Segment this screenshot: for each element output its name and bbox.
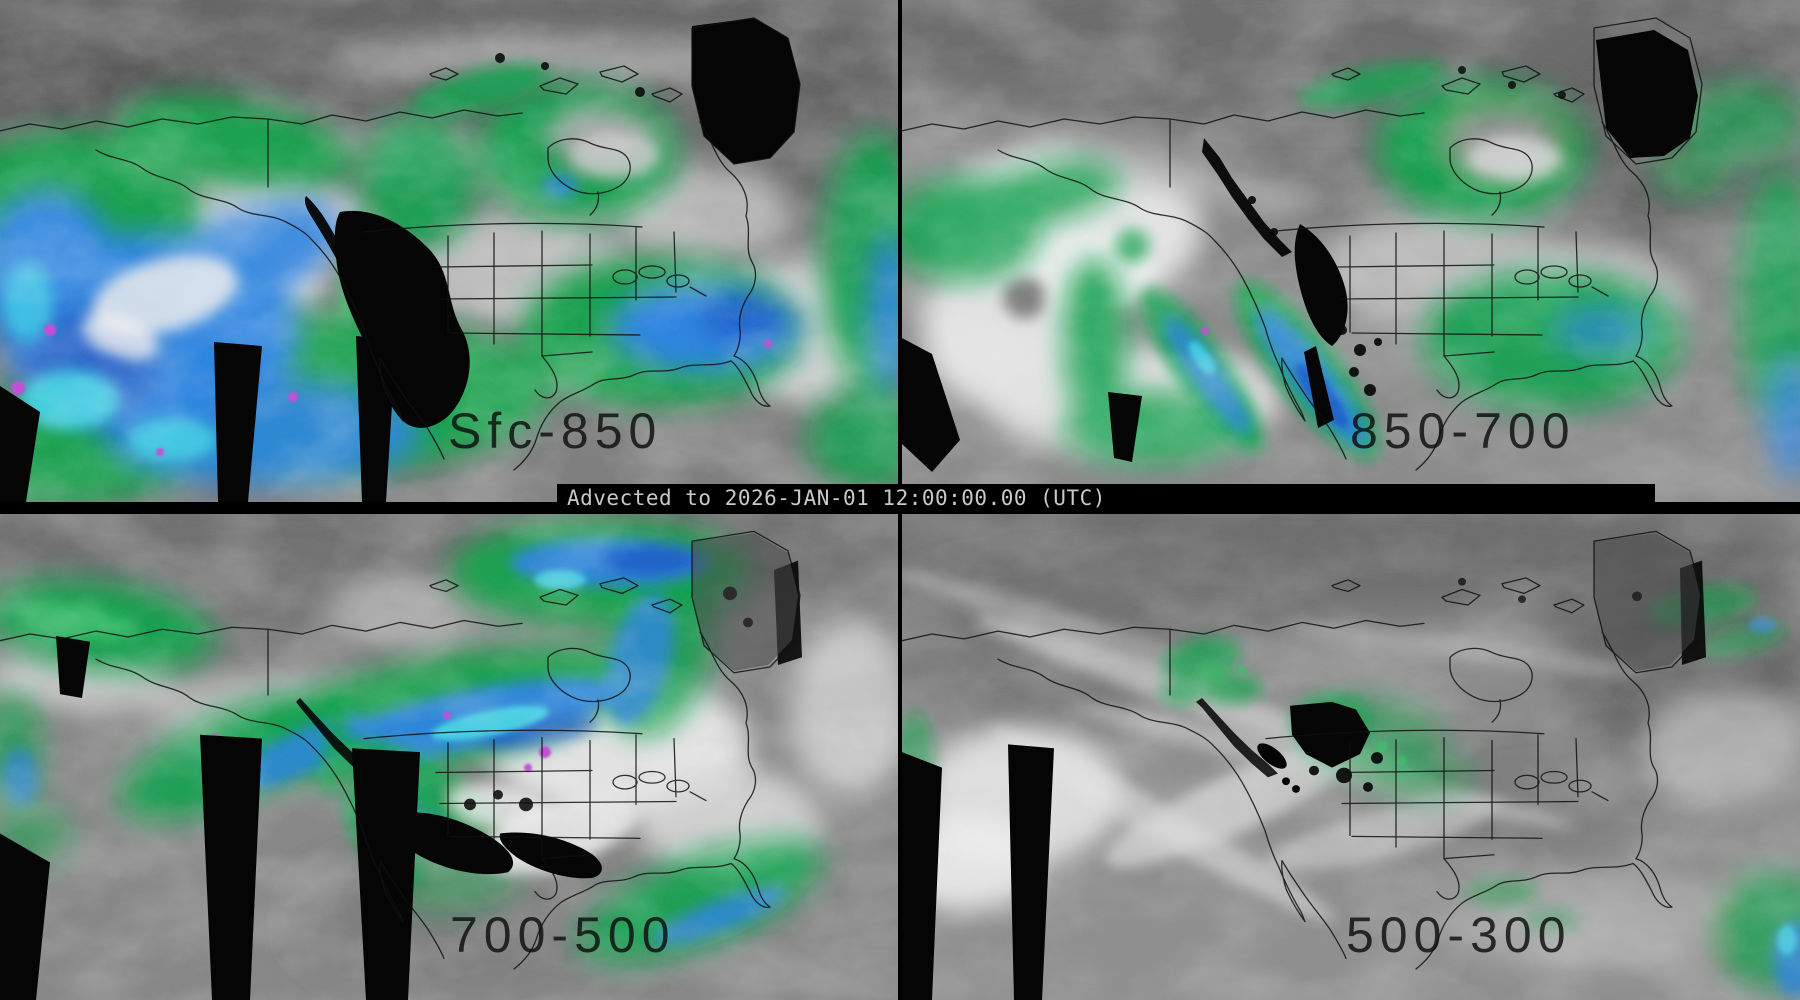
satellite-moisture-map-sfc-850 <box>0 0 898 502</box>
moisture-magenta-specks <box>1201 327 1209 335</box>
panel-700-500: 700-500 <box>0 514 898 1000</box>
terrain-and-data-gaps <box>0 18 800 502</box>
satellite-moisture-map-500-300 <box>902 514 1800 1000</box>
terrain-and-data-gaps <box>902 560 1706 1000</box>
greenland-shade <box>692 533 798 671</box>
panel-sfc-850: Sfc-850 <box>0 0 898 502</box>
greenland-shade <box>1594 533 1700 671</box>
panel-label-850-700: 850-700 <box>1350 403 1576 459</box>
panel-label-500-300: 500-300 <box>1346 907 1572 963</box>
terrain-and-data-gaps <box>902 30 1698 472</box>
timestamp-text: Advected to 2026-JAN-01 12:00:00.00 (UTC… <box>567 486 1106 510</box>
panel-500-300: 500-300 <box>902 514 1800 1000</box>
satellite-moisture-map-850-700 <box>902 0 1800 502</box>
panel-850-700: 850-700 <box>902 0 1800 502</box>
satellite-moisture-map-700-500 <box>0 514 898 1000</box>
timestamp-bar: Advected to 2026-JAN-01 12:00:00.00 (UTC… <box>557 484 1655 512</box>
panel-label-sfc-850: Sfc-850 <box>448 403 663 459</box>
panel-label-700-500: 700-500 <box>450 907 676 963</box>
terrain-and-data-gaps <box>0 560 802 1000</box>
